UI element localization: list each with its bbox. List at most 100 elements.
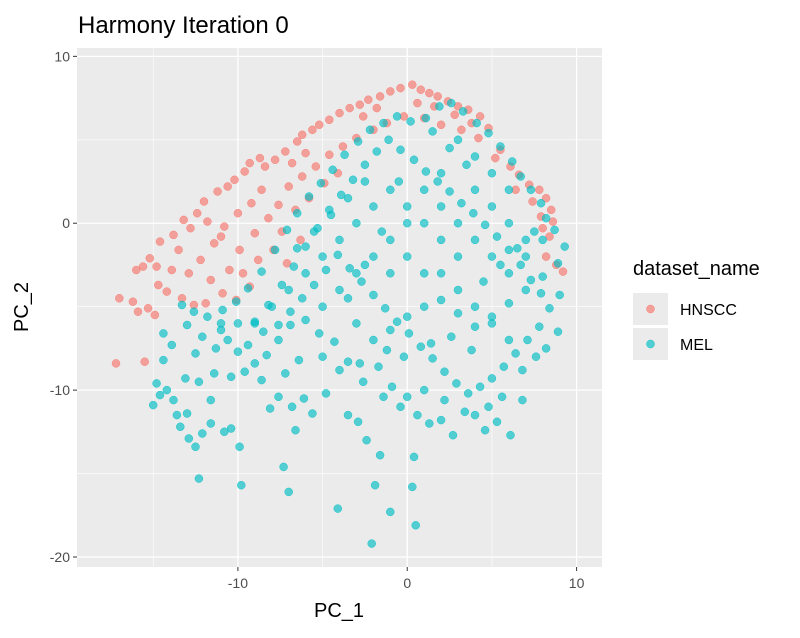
data-point-hnscc xyxy=(133,307,143,316)
data-point-hnscc xyxy=(179,215,188,225)
data-point-mel xyxy=(445,187,454,196)
y-tick-label: 10 xyxy=(54,48,70,64)
data-point-mel xyxy=(172,410,182,420)
data-point-mel xyxy=(218,305,227,315)
data-point-mel xyxy=(262,350,271,360)
data-point-mel xyxy=(538,235,547,245)
data-point-mel xyxy=(396,402,405,412)
data-point-mel xyxy=(352,319,361,328)
data-point-mel xyxy=(504,269,514,278)
data-point-hnscc xyxy=(240,167,249,176)
data-point-mel xyxy=(194,377,204,387)
data-point-mel xyxy=(402,218,412,228)
data-point-mel xyxy=(453,285,463,295)
data-point-mel xyxy=(374,362,383,371)
data-point-hnscc xyxy=(416,85,426,94)
data-point-mel xyxy=(177,300,187,310)
data-point-mel xyxy=(286,320,295,330)
data-point-mel xyxy=(386,269,395,278)
data-point-hnscc xyxy=(325,115,334,125)
data-point-mel xyxy=(304,192,314,201)
x-tick-label: 10 xyxy=(569,575,585,591)
data-point-mel xyxy=(243,340,253,350)
data-point-mel xyxy=(463,389,473,398)
data-point-mel xyxy=(386,185,395,195)
data-point-mel xyxy=(470,322,480,331)
data-point-mel xyxy=(447,332,456,341)
data-point-mel xyxy=(365,125,375,135)
data-point-hnscc xyxy=(235,245,244,255)
data-point-mel xyxy=(360,160,370,170)
legend-label-mel: MEL xyxy=(680,337,713,354)
data-point-mel xyxy=(409,452,419,462)
data-point-hnscc xyxy=(450,110,459,120)
data-point-hnscc xyxy=(453,102,463,111)
data-point-mel xyxy=(321,265,331,275)
data-point-mel xyxy=(233,319,243,328)
data-point-mel xyxy=(419,218,429,228)
data-point-mel xyxy=(487,374,497,383)
data-point-mel xyxy=(270,245,280,255)
data-point-mel xyxy=(226,372,236,382)
data-point-hnscc xyxy=(230,175,239,185)
data-point-hnscc xyxy=(491,153,500,163)
data-point-hnscc xyxy=(408,80,417,89)
data-point-mel xyxy=(335,365,344,375)
data-point-mel xyxy=(453,135,463,145)
data-point-mel xyxy=(535,322,544,331)
data-point-mel xyxy=(475,382,485,392)
data-point-hnscc xyxy=(282,259,292,268)
data-point-mel xyxy=(436,168,446,178)
data-point-mel xyxy=(301,315,310,325)
data-point-mel xyxy=(419,302,429,311)
data-point-hnscc xyxy=(132,265,141,275)
data-point-mel xyxy=(277,280,287,290)
data-point-hnscc xyxy=(152,262,161,271)
data-point-mel xyxy=(352,218,361,228)
data-point-mel xyxy=(511,349,520,358)
data-point-mel xyxy=(436,295,446,305)
data-point-hnscc xyxy=(358,112,368,121)
data-point-mel xyxy=(328,165,337,175)
data-point-mel xyxy=(318,252,327,261)
data-point-mel xyxy=(357,277,366,286)
data-point-hnscc xyxy=(270,155,280,165)
data-point-hnscc xyxy=(297,130,307,140)
data-point-mel xyxy=(538,272,547,281)
data-point-hnscc xyxy=(535,185,544,195)
data-point-mel xyxy=(292,208,302,218)
data-point-mel xyxy=(428,354,437,363)
data-point-mel xyxy=(314,329,324,338)
data-point-mel xyxy=(480,425,490,435)
data-point-hnscc xyxy=(274,200,283,210)
data-point-mel xyxy=(419,269,429,278)
data-point-mel xyxy=(369,202,378,211)
data-point-hnscc xyxy=(264,213,273,223)
data-point-hnscc xyxy=(433,92,442,101)
data-point-hnscc xyxy=(308,125,317,135)
data-point-mel xyxy=(436,202,446,211)
data-point-mel xyxy=(496,260,505,270)
data-point-mel xyxy=(504,299,514,308)
data-point-mel xyxy=(440,395,449,405)
data-point-mel xyxy=(265,404,275,413)
data-point-hnscc xyxy=(206,275,216,285)
data-point-mel xyxy=(370,480,380,490)
data-point-mel xyxy=(521,235,531,245)
data-point-mel xyxy=(377,227,387,236)
data-point-mel xyxy=(340,150,349,160)
x-tick-label: 0 xyxy=(403,575,411,591)
data-point-mel xyxy=(152,379,161,388)
data-point-hnscc xyxy=(154,280,163,290)
data-point-mel xyxy=(211,344,221,353)
data-point-mel xyxy=(257,375,266,385)
data-point-mel xyxy=(460,407,470,417)
data-point-mel xyxy=(521,252,531,261)
data-point-mel xyxy=(189,307,199,316)
y-tick-label: -10 xyxy=(50,382,70,398)
data-point-mel xyxy=(169,395,178,405)
data-point-mel xyxy=(259,327,268,336)
data-points xyxy=(111,80,569,548)
data-point-hnscc xyxy=(184,269,194,278)
data-point-mel xyxy=(291,425,300,435)
